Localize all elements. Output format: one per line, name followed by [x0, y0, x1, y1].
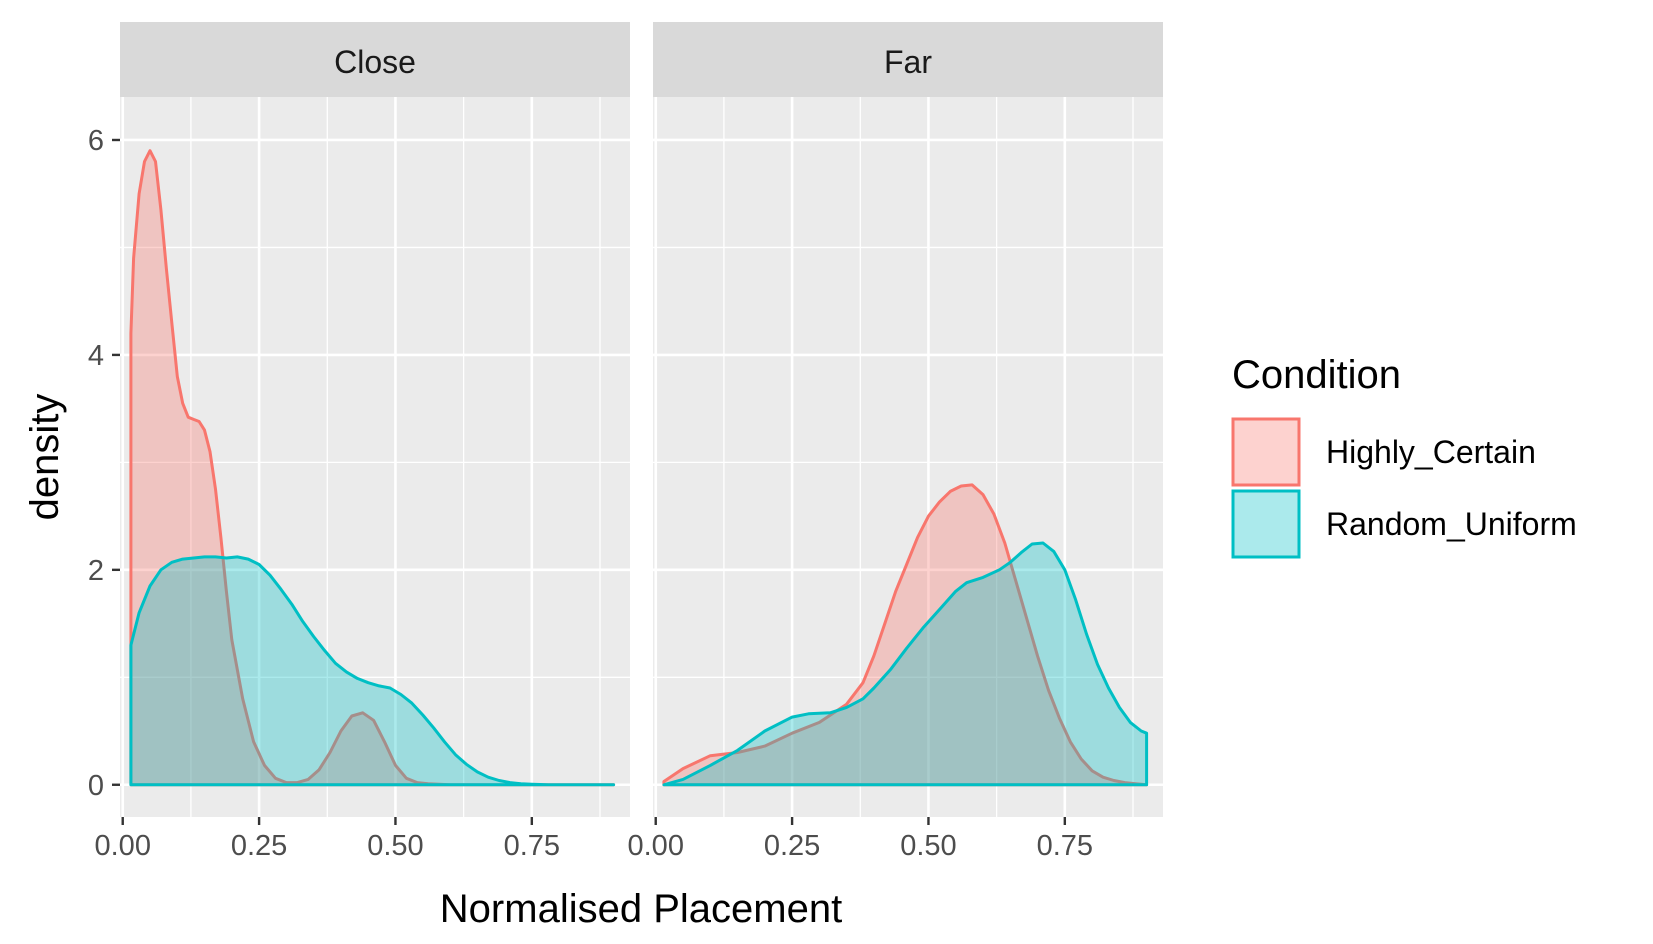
x-tick-label: 0.75 [1037, 830, 1093, 862]
x-tick-label: 0.75 [504, 830, 560, 862]
legend-label-highly-certain: Highly_Certain [1326, 434, 1536, 470]
density-area-far-random-uniform [662, 541, 1149, 787]
x-tick-label: 0.50 [367, 830, 423, 862]
x-axis-far: 0.00 0.25 0.50 0.75 [628, 817, 1093, 862]
y-tick-label: 2 [88, 555, 104, 587]
x-tick-label: 0.25 [764, 830, 820, 862]
legend-item-highly-certain: Highly_Certain [1231, 417, 1536, 487]
panel-close-strip-label: Close [334, 44, 416, 80]
x-axis-close: 0.00 0.25 0.50 0.75 [95, 817, 560, 862]
panel-close: Close [120, 22, 630, 817]
legend-title: Condition [1232, 353, 1401, 397]
x-tick-label: 0.50 [900, 830, 956, 862]
legend-label-random-uniform: Random_Uniform [1326, 506, 1577, 542]
density-area-close-random-uniform [129, 555, 616, 787]
panel-far-areas [662, 483, 1149, 787]
x-axis-title: Normalised Placement [440, 887, 842, 931]
y-tick-label: 0 [88, 770, 104, 802]
y-axis: 0 2 4 6 [88, 125, 120, 802]
panel-close-background [120, 97, 630, 817]
x-tick-label: 0.00 [95, 830, 151, 862]
legend: Condition Highly_Certain Random_Uniform [1231, 353, 1577, 559]
panel-close-strip [120, 22, 630, 97]
y-tick-label: 4 [88, 340, 104, 372]
legend-key-random-uniform [1231, 489, 1301, 559]
x-tick-label: 0.25 [231, 830, 287, 862]
panel-far-strip [653, 22, 1163, 97]
panel-far-strip-label: Far [884, 44, 932, 80]
legend-item-random-uniform: Random_Uniform [1231, 489, 1577, 559]
legend-key-highly-certain [1231, 417, 1301, 487]
panel-close-areas [129, 149, 616, 787]
density-area-far-highly-certain [662, 483, 1149, 787]
x-tick-label: 0.00 [628, 830, 684, 862]
density-area-close-highly-certain [129, 149, 616, 787]
panel-far: Far [653, 22, 1163, 817]
y-axis-title: density [23, 394, 67, 521]
panel-far-background [653, 97, 1163, 817]
y-tick-label: 6 [88, 125, 104, 157]
